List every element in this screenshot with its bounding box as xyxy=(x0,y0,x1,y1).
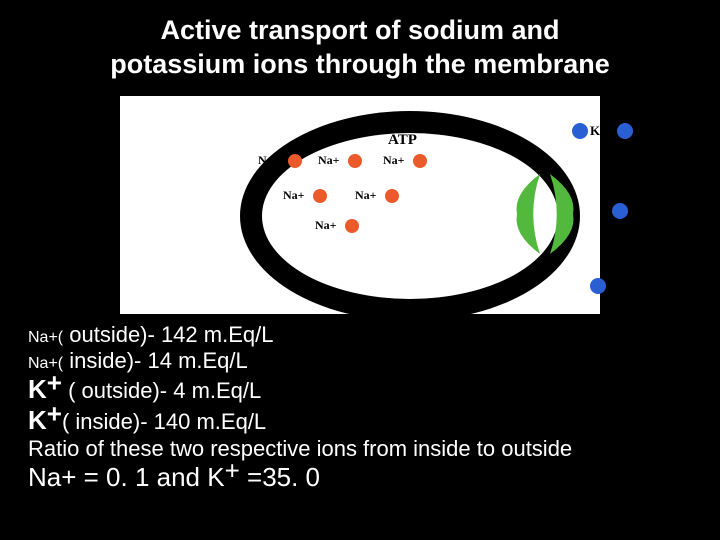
potassium-ion-label: K+ xyxy=(635,123,653,139)
title-line-1: Active transport of sodium and xyxy=(30,14,690,48)
k-inside-line: K+( inside)- 140 m.Eq/L xyxy=(28,405,692,436)
potassium-ion-label: K+ xyxy=(590,123,608,139)
na-outside-line: Na+( outside)- 142 m.Eq/L xyxy=(28,322,692,348)
sodium-ion xyxy=(385,189,399,203)
final-ratio-line: Na+ = 0. 1 and K+ =35. 0 xyxy=(28,462,692,493)
atp-label: ATP xyxy=(388,132,417,149)
potassium-ion xyxy=(590,278,606,294)
potassium-ion xyxy=(612,203,628,219)
k-outside-line: K+ ( outside)- 4 m.Eq/L xyxy=(28,374,692,405)
sodium-ion xyxy=(348,154,362,168)
na-k-pump xyxy=(513,174,577,254)
membrane-diagram: ATPATPNa+Na+Na+Na+Na+Na+K+K+K+K+ xyxy=(120,96,600,314)
title-line-2: potassium ions through the membrane xyxy=(30,48,690,82)
potassium-ion-label: K+ xyxy=(630,203,648,219)
slide-title: Active transport of sodium and potassium… xyxy=(0,0,720,90)
ratio-line: Ratio of these two respective ions from … xyxy=(28,436,692,462)
potassium-ion-label: K+ xyxy=(608,278,626,294)
potassium-ion xyxy=(572,123,588,139)
sodium-ion-label: Na+ xyxy=(258,153,280,168)
atp-label: ATP xyxy=(388,116,417,133)
sodium-ion xyxy=(288,154,302,168)
sodium-ion xyxy=(345,219,359,233)
sodium-ion-label: Na+ xyxy=(355,188,377,203)
sodium-ion-label: Na+ xyxy=(315,218,337,233)
na-inside-line: Na+( inside)- 14 m.Eq/L xyxy=(28,348,692,374)
potassium-ion xyxy=(617,123,633,139)
sodium-ion xyxy=(313,189,327,203)
sodium-ion-label: Na+ xyxy=(283,188,305,203)
sodium-ion xyxy=(413,154,427,168)
sodium-ion-label: Na+ xyxy=(383,153,405,168)
concentration-text: Na+( outside)- 142 m.Eq/L Na+( inside)- … xyxy=(0,314,720,493)
sodium-ion-label: Na+ xyxy=(318,153,340,168)
